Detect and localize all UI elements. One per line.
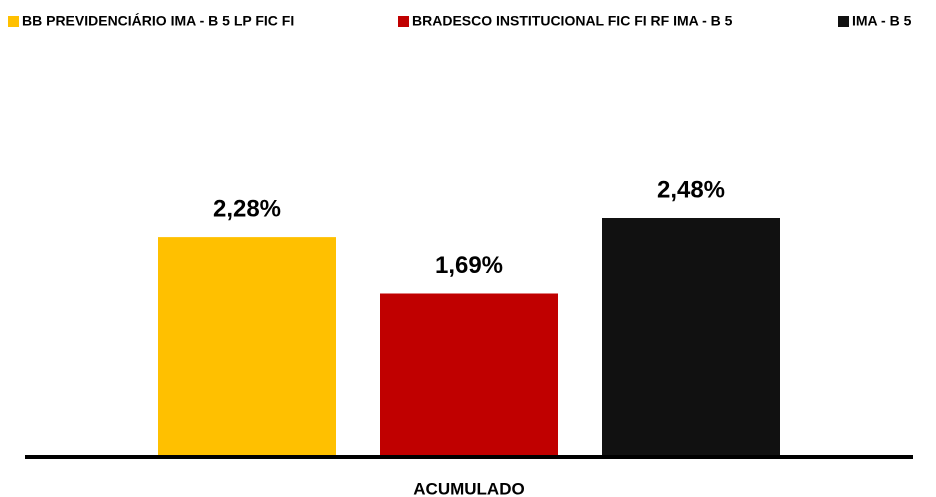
value-label: 2,48% [657, 176, 725, 203]
x-tick-label: ACUMULADO [413, 479, 524, 497]
bar [158, 237, 336, 455]
legend-swatch [398, 16, 409, 27]
legend-swatch [838, 16, 849, 27]
value-label: 1,69% [435, 252, 503, 279]
legend-swatch [8, 16, 19, 27]
bar [602, 218, 780, 455]
value-label: 2,28% [213, 195, 281, 222]
legend-label: IMA - B 5 [852, 13, 912, 29]
legend-label: BB PREVIDENCIÁRIO IMA - B 5 LP FIC FI [22, 13, 294, 29]
legend-label: BRADESCO INSTITUCIONAL FIC FI RF IMA - B… [412, 13, 733, 29]
bar [380, 293, 558, 455]
